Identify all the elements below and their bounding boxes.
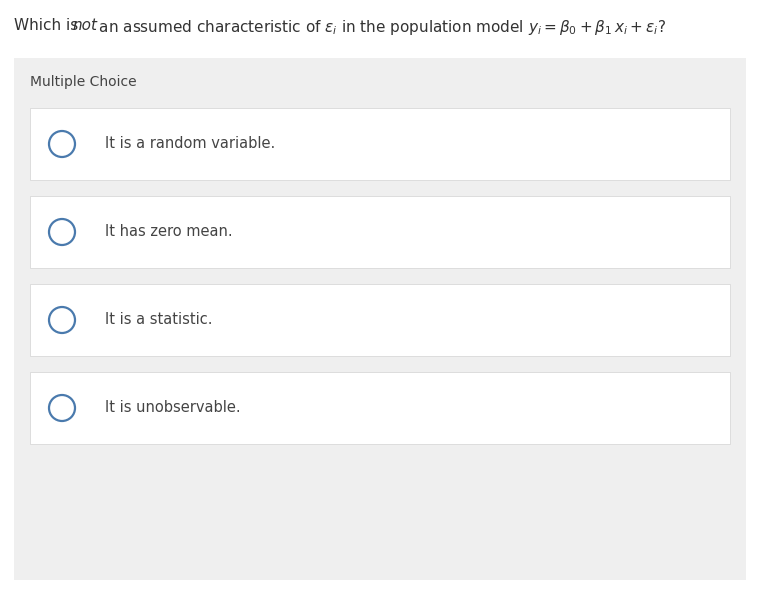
FancyBboxPatch shape [30,372,730,444]
Text: not: not [72,18,97,33]
Circle shape [49,131,75,157]
FancyBboxPatch shape [30,196,730,268]
Circle shape [49,395,75,421]
Circle shape [49,307,75,333]
FancyBboxPatch shape [30,284,730,356]
Text: Which is: Which is [14,18,83,33]
Text: It is unobservable.: It is unobservable. [105,401,241,415]
FancyBboxPatch shape [30,108,730,180]
FancyBboxPatch shape [14,58,746,580]
Text: an assumed characteristic of $\varepsilon_i$ in the population model $y_i = \bet: an assumed characteristic of $\varepsilo… [94,18,666,37]
Text: It is a random variable.: It is a random variable. [105,136,275,151]
Circle shape [49,219,75,245]
Text: Multiple Choice: Multiple Choice [30,75,137,89]
Text: It is a statistic.: It is a statistic. [105,313,213,328]
Text: It has zero mean.: It has zero mean. [105,224,233,239]
